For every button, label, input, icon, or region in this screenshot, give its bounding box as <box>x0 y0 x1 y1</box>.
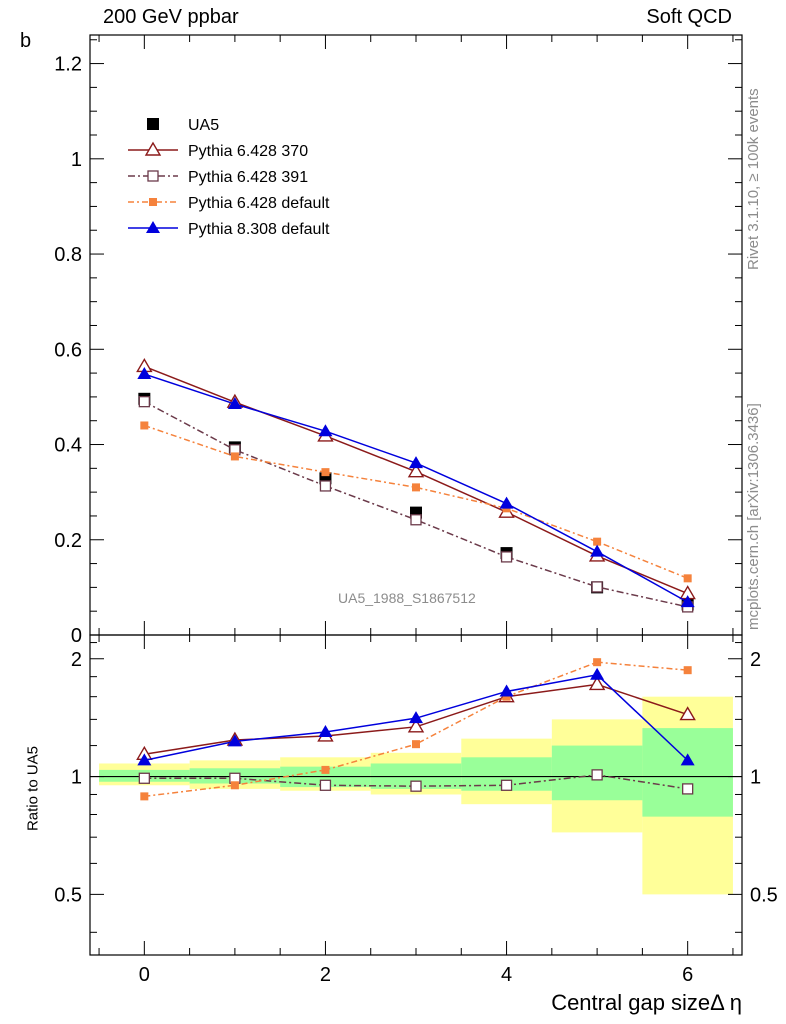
data-point <box>409 456 423 469</box>
data-point <box>593 537 602 546</box>
data-point <box>412 483 420 492</box>
ratio-data-point <box>410 780 422 792</box>
ratio-data-point <box>137 753 152 766</box>
ratio-panel: 0.5 0.5 1 1 2 2 0 2 4 6 <box>54 634 778 986</box>
data-point <box>591 581 603 593</box>
data-point <box>138 396 150 408</box>
ratio-series-pythia-8-308-default <box>137 667 695 766</box>
legend-label: Pythia 6.428 391 <box>188 169 308 186</box>
data-point <box>500 551 513 563</box>
data-point <box>410 514 422 526</box>
mcplots-reference-note: mcplots.cern.ch [arXiv:1306.3436] <box>745 403 762 630</box>
series-pythia-8-308-default <box>137 367 695 608</box>
ratio-data-point <box>499 684 514 697</box>
ratio-y-tick-label-right: 2 <box>750 649 761 671</box>
ratio-y-tick-label-right: 0.5 <box>750 884 778 906</box>
legend-marker <box>147 170 159 182</box>
series-line <box>144 424 688 580</box>
y-tick-label: 0.4 <box>54 435 82 457</box>
legend-label: Pythia 6.428 default <box>188 195 330 212</box>
legend: UA5 Pythia 6.428 370 Pythia 6.428 391 Pythi… <box>128 117 330 238</box>
ratio-y-tick-label: 0.5 <box>54 884 82 906</box>
ratio-y-tick-label: 2 <box>71 649 82 671</box>
ratio-data-point <box>591 769 603 781</box>
x-tick-label: 4 <box>501 964 512 986</box>
y-tick-label: 0.6 <box>54 339 82 361</box>
ratio-data-point <box>140 792 149 801</box>
legend-item-pythia-6-428-default: Pythia 6.428 default <box>128 195 330 212</box>
legend-marker <box>144 141 162 156</box>
y-tick-label: 0.8 <box>54 244 82 266</box>
ratio-data-point <box>321 765 330 774</box>
series-pythia-6-428-391 <box>138 396 694 613</box>
plot-title-left: 200 GeV ppbar <box>103 6 239 28</box>
legend-item-ua5: UA5 <box>147 117 219 134</box>
ratio-series-pythia-6-428-default <box>140 658 692 801</box>
uncertainty-band-inner <box>642 728 733 817</box>
data-point <box>140 421 149 430</box>
y-tick-label: 0.2 <box>54 530 82 552</box>
main-panel: 0 0.2 0.4 0.6 0.8 1 1.2 UA5 Pythia 6.428 370 Pyth… <box>54 34 743 647</box>
legend-item-pythia-6-428-370: Pythia 6.428 370 <box>128 141 308 160</box>
legend-marker <box>147 118 159 130</box>
data-point <box>137 367 152 380</box>
ratio-data-point <box>500 779 513 791</box>
x-axis-label: Central gap sizeΔ η <box>551 990 742 1015</box>
analysis-id-label: UA5_1988_S1867512 <box>338 590 476 606</box>
data-point <box>683 574 692 583</box>
y-axis-label: b <box>20 30 32 52</box>
data-point <box>407 463 425 478</box>
data-point <box>590 544 605 557</box>
data-point <box>321 468 330 477</box>
ratio-data-point <box>588 676 606 691</box>
y-tick-label: 1.2 <box>54 54 82 76</box>
ratio-y-tick-label: 1 <box>71 767 82 789</box>
data-point <box>680 595 695 608</box>
ratio-data-point <box>680 753 695 766</box>
legend-label: Pythia 6.428 370 <box>188 143 308 160</box>
data-point <box>499 496 514 509</box>
legend-label: UA5 <box>188 117 219 134</box>
legend-marker <box>149 198 157 206</box>
legend-label: Pythia 8.308 default <box>188 221 330 238</box>
series-line <box>143 401 688 608</box>
ratio-data-point <box>318 724 333 737</box>
ratio-data-point <box>409 711 423 724</box>
x-tick-label: 2 <box>320 964 331 986</box>
plot-title-right: Soft QCD <box>646 6 732 28</box>
series-pythia-6-428-370 <box>136 358 696 600</box>
data-point <box>410 506 422 519</box>
data-point <box>318 424 333 437</box>
ratio-data-point <box>407 718 425 733</box>
data-point <box>227 397 242 410</box>
ratio-data-point <box>230 781 239 790</box>
legend-item-pythia-6-428-391: Pythia 6.428 391 <box>128 169 308 186</box>
ratio-data-point <box>683 666 692 675</box>
rivet-version-note: Rivet 3.1.10, ≥ 100k events <box>745 88 762 270</box>
ratio-series-pythia-6-428-391 <box>138 769 694 795</box>
ratio-data-point <box>679 706 696 721</box>
ratio-data-point <box>138 772 150 784</box>
y-tick-label: 1 <box>71 149 82 171</box>
data-point <box>319 480 332 492</box>
ratio-data-point <box>319 779 332 791</box>
series-ua5 <box>138 392 694 611</box>
ratio-y-tick-label-right: 1 <box>750 767 761 789</box>
ratio-data-point <box>682 783 694 795</box>
data-point <box>230 452 239 461</box>
y-tick-label: 0 <box>71 625 82 647</box>
ratio-axis-label: Ratio to UA5 <box>24 745 42 832</box>
legend-item-pythia-8-308-default: Pythia 8.308 default <box>128 221 330 238</box>
x-tick-label: 6 <box>682 964 693 986</box>
ratio-data-point <box>412 740 420 749</box>
ratio-data-point <box>590 667 605 680</box>
ratio-data-point <box>502 692 511 701</box>
legend-marker <box>146 221 160 233</box>
x-tick-label: 0 <box>139 964 150 986</box>
ratio-data-point <box>593 658 602 667</box>
ratio-data-point <box>227 734 242 747</box>
